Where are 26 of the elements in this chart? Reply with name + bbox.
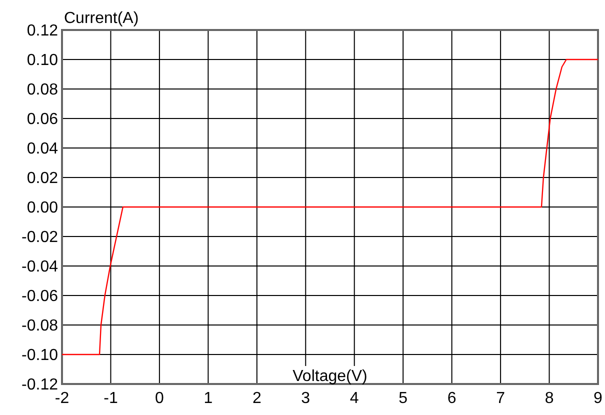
y-tick-label: 0.10 [26,52,58,70]
x-tick-label: 4 [350,390,359,407]
x-axis-title: Voltage(V) [292,368,368,385]
line-series [61,58,599,356]
x-tick-label: 3 [301,390,310,407]
y-tick-label: 0.12 [26,22,58,40]
y-tick-label: -0.10 [22,347,58,364]
x-tick-label: 5 [398,390,408,407]
x-tick-label: 9 [594,390,603,407]
x-tick-label: 1 [204,390,213,407]
x-tick-label: 8 [544,390,554,407]
y-axis-title: Current(A) [64,10,139,27]
y-tick-label: 0.00 [26,200,58,217]
x-tick-label: 6 [447,390,456,407]
x-tick-label: 7 [496,390,506,407]
y-tick-label: -0.02 [22,229,58,246]
x-tick-label: 0 [155,390,164,407]
y-tick-label: 0.02 [26,170,58,188]
y-tick-label: -0.06 [22,288,58,306]
y-tick-label: 0.04 [26,140,58,158]
y-tick-label: -0.04 [22,258,58,276]
y-tick-label: 0.06 [26,111,58,128]
x-tick-label: 2 [252,390,262,407]
y-tick-label: 0.08 [26,82,58,99]
y-tick-label: -0.08 [22,318,58,335]
x-tick-label: -1 [104,390,118,407]
